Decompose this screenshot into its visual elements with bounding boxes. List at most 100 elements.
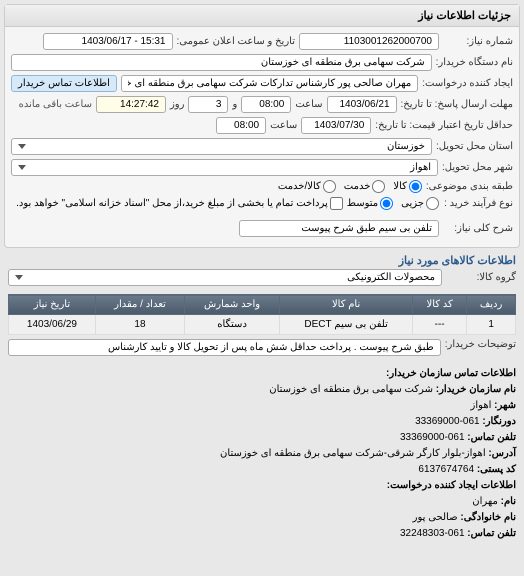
buyer-org-input[interactable] bbox=[11, 54, 432, 71]
province-value: خوزستان bbox=[387, 141, 425, 152]
req-title: اطلاعات ایجاد کننده درخواست: bbox=[8, 478, 516, 494]
deadline-remain-input bbox=[96, 96, 166, 113]
deadline-date-input[interactable] bbox=[327, 96, 397, 113]
requester-input[interactable] bbox=[121, 75, 418, 92]
city-value: اهواز bbox=[410, 162, 431, 173]
city-label: شهر محل تحویل: bbox=[442, 162, 513, 173]
row-group: گروه کالا: محصولات الکترونیکی bbox=[0, 269, 524, 286]
min-date-input[interactable] bbox=[301, 117, 371, 134]
th-date: تاریخ نیاز bbox=[9, 295, 96, 315]
contact-phone: تلفن تماس: 061-33369000 bbox=[8, 430, 516, 446]
td-unit: دستگاه bbox=[185, 315, 280, 335]
td-row: 1 bbox=[467, 315, 516, 335]
panel-body: شماره نیاز: تاریخ و ساعت اعلان عمومی: نا… bbox=[5, 27, 519, 247]
contact-title: اطلاعات تماس سازمان خریدار: bbox=[8, 366, 516, 382]
need-title-input[interactable] bbox=[239, 220, 439, 237]
deadline-remain-text: ساعت باقی مانده bbox=[19, 99, 92, 110]
req-name: نام: مهران bbox=[8, 494, 516, 510]
buyer-contact-button[interactable]: اطلاعات تماس خریدار bbox=[11, 75, 117, 92]
row-requester: ایجاد کننده درخواست: اطلاعات تماس خریدار bbox=[11, 75, 513, 92]
group-value: محصولات الکترونیکی bbox=[347, 272, 435, 283]
req-phone: تلفن تماس: 061-32248303 bbox=[8, 526, 516, 542]
city-select[interactable]: اهواز bbox=[11, 159, 438, 176]
buy-partial-label: جزیی bbox=[401, 198, 424, 209]
need-number-input[interactable] bbox=[299, 33, 439, 50]
deadline-time-input[interactable] bbox=[241, 96, 291, 113]
chevron-down-icon bbox=[15, 275, 23, 280]
buy-medium-radio[interactable] bbox=[380, 197, 393, 210]
min-date-label: حداقل تاریخ اعتبار قیمت: تا تاریخ: bbox=[375, 120, 513, 131]
th-qty: تعداد / مقدار bbox=[95, 295, 184, 315]
td-date: 1403/06/29 bbox=[9, 315, 96, 335]
row-deadline: مهلت ارسال پاسخ: تا تاریخ: ساعت و روز سا… bbox=[11, 96, 513, 113]
contact-org: نام سازمان خریدار: شرکت سهامی برق منطقه … bbox=[8, 382, 516, 398]
row-city: شهر محل تحویل: اهواز bbox=[11, 159, 513, 176]
buy-note-option[interactable]: پرداخت تمام یا بخشی از مبلغ خرید،از محل … bbox=[16, 197, 343, 210]
min-date-time-input[interactable] bbox=[216, 117, 266, 134]
group-select[interactable]: محصولات الکترونیکی bbox=[8, 269, 442, 286]
cat-kalakhadamat-radio[interactable] bbox=[323, 180, 336, 193]
cat-khadamat-radio[interactable] bbox=[372, 180, 385, 193]
buy-partial-option[interactable]: جزیی bbox=[401, 197, 439, 210]
th-row: ردیف bbox=[467, 295, 516, 315]
th-code: کد کالا bbox=[413, 295, 467, 315]
deadline-days-input[interactable] bbox=[188, 96, 228, 113]
buy-note-checkbox[interactable] bbox=[330, 197, 343, 210]
cat-kala-radio[interactable] bbox=[409, 180, 422, 193]
buy-partial-radio[interactable] bbox=[426, 197, 439, 210]
chevron-down-icon bbox=[18, 165, 26, 170]
province-label: استان محل تحویل: bbox=[436, 141, 513, 152]
contact-fax: دورنگار: 061-33369000 bbox=[8, 414, 516, 430]
row-need-title: شرح کلی نیاز: bbox=[11, 220, 513, 237]
buy-type-label: نوع فرآیند خرید : bbox=[443, 198, 513, 209]
buy-type-radio-group: جزیی متوسط bbox=[347, 197, 439, 210]
cat-khadamat-option[interactable]: خدمت bbox=[344, 180, 386, 193]
row-category: طبقه بندی موضوعی: کالا خدمت کالا/خدمت bbox=[11, 180, 513, 193]
goods-section-title: اطلاعات کالاهای مورد نیاز bbox=[8, 254, 516, 267]
goods-table: ردیف کد کالا نام کالا واحد شمارش تعداد /… bbox=[8, 294, 516, 335]
desc-label: توضیحات خریدار: bbox=[445, 339, 516, 350]
th-unit: واحد شمارش bbox=[185, 295, 280, 315]
cat-kala-option[interactable]: کالا bbox=[393, 180, 422, 193]
buyer-org-label: نام دستگاه خریدار: bbox=[436, 57, 513, 68]
deadline-days-label: و bbox=[232, 99, 237, 110]
category-label: طبقه بندی موضوعی: bbox=[426, 181, 513, 192]
deadline-remain-label: روز bbox=[170, 99, 185, 110]
contact-post: کد پستی: 6137674764 bbox=[8, 462, 516, 478]
public-date-input[interactable] bbox=[43, 33, 173, 50]
contact-city: شهر: اهواز bbox=[8, 398, 516, 414]
buy-medium-label: متوسط bbox=[347, 198, 378, 209]
contact-addr: آدرس: اهواز-بلوار کارگر شرقی-شرکت سهامی … bbox=[8, 446, 516, 462]
need-details-panel: جزئیات اطلاعات نیاز شماره نیاز: تاریخ و … bbox=[4, 4, 520, 248]
table-row[interactable]: 1 --- تلفن بی سیم DECT دستگاه 18 1403/06… bbox=[9, 315, 516, 335]
td-qty: 18 bbox=[95, 315, 184, 335]
cat-khadamat-label: خدمت bbox=[344, 181, 371, 192]
need-title-label: شرح کلی نیاز: bbox=[443, 223, 513, 234]
province-select[interactable]: خوزستان bbox=[11, 138, 432, 155]
cat-kala-label: کالا bbox=[393, 181, 407, 192]
table-header-row: ردیف کد کالا نام کالا واحد شمارش تعداد /… bbox=[9, 295, 516, 315]
row-province: استان محل تحویل: خوزستان bbox=[11, 138, 513, 155]
need-number-label: شماره نیاز: bbox=[443, 36, 513, 47]
row-buy-type: نوع فرآیند خرید : جزیی متوسط پرداخت تمام… bbox=[11, 197, 513, 210]
category-radio-group: کالا خدمت کالا/خدمت bbox=[278, 180, 422, 193]
deadline-label: مهلت ارسال پاسخ: تا تاریخ: bbox=[401, 99, 513, 110]
cat-kalakhadamat-label: کالا/خدمت bbox=[278, 181, 321, 192]
contact-section: اطلاعات تماس سازمان خریدار: نام سازمان خ… bbox=[0, 360, 524, 548]
req-fam: نام خانوادگی: صالحی پور bbox=[8, 510, 516, 526]
requester-label: ایجاد کننده درخواست: bbox=[422, 78, 513, 89]
row-need-number: شماره نیاز: تاریخ و ساعت اعلان عمومی: bbox=[11, 33, 513, 50]
th-name: نام کالا bbox=[280, 295, 413, 315]
buy-medium-option[interactable]: متوسط bbox=[347, 197, 393, 210]
goods-section: اطلاعات کالاهای مورد نیاز گروه کالا: محص… bbox=[0, 254, 524, 356]
td-code: --- bbox=[413, 315, 467, 335]
deadline-time-label: ساعت bbox=[295, 99, 322, 110]
panel-header: جزئیات اطلاعات نیاز bbox=[5, 5, 519, 27]
row-min-date: حداقل تاریخ اعتبار قیمت: تا تاریخ: ساعت bbox=[11, 117, 513, 134]
row-desc: توضیحات خریدار: طبق شرح پیوست . پرداخت ح… bbox=[0, 339, 524, 356]
public-date-label: تاریخ و ساعت اعلان عمومی: bbox=[177, 36, 296, 47]
desc-value: طبق شرح پیوست . پرداخت حداقل شش ماه پس ا… bbox=[8, 339, 441, 356]
cat-kalakhadamat-option[interactable]: کالا/خدمت bbox=[278, 180, 336, 193]
min-date-time-label: ساعت bbox=[270, 120, 297, 131]
buy-note-text: پرداخت تمام یا بخشی از مبلغ خرید،از محل … bbox=[16, 198, 328, 209]
